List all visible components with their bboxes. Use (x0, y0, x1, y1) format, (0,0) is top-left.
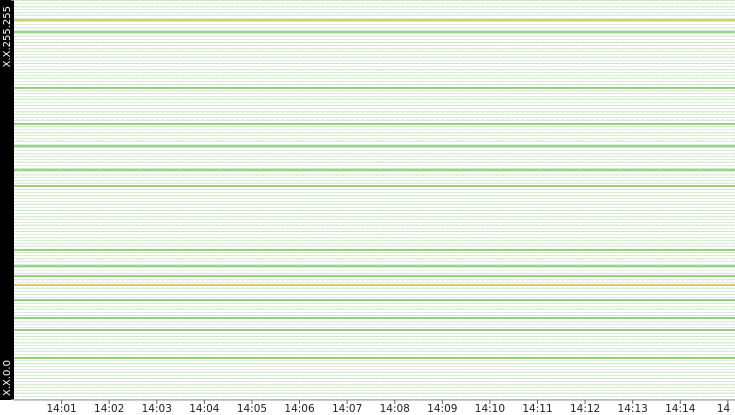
x-tick-label: 14:09 (427, 403, 457, 415)
x-tick-label: 14:14 (665, 403, 696, 415)
x-tick-label: 14:02 (94, 403, 124, 415)
x-tick-label: 14:04 (189, 403, 220, 415)
x-tick-label: 14:01 (46, 403, 76, 415)
activity-texture (14, 0, 735, 400)
y-tick-label: X.X.255.255 (2, 6, 13, 67)
x-tick-label: 14:08 (380, 403, 410, 415)
x-tick-label: 14:06 (284, 403, 315, 415)
x-tick-label: 14:11 (522, 403, 552, 415)
x-tick-label: 14:12 (570, 403, 600, 415)
x-tick-label: 14 (717, 403, 731, 415)
y-axis-strip (0, 0, 14, 400)
y-tick-label: X.X.0.0 (2, 360, 13, 396)
x-tick-label: 14:07 (332, 403, 362, 415)
x-tick-label: 14:03 (142, 403, 172, 415)
x-tick-label: 14:13 (618, 403, 648, 415)
x-tick-label: 14:10 (475, 403, 505, 415)
x-tick-label: 14:05 (237, 403, 267, 415)
